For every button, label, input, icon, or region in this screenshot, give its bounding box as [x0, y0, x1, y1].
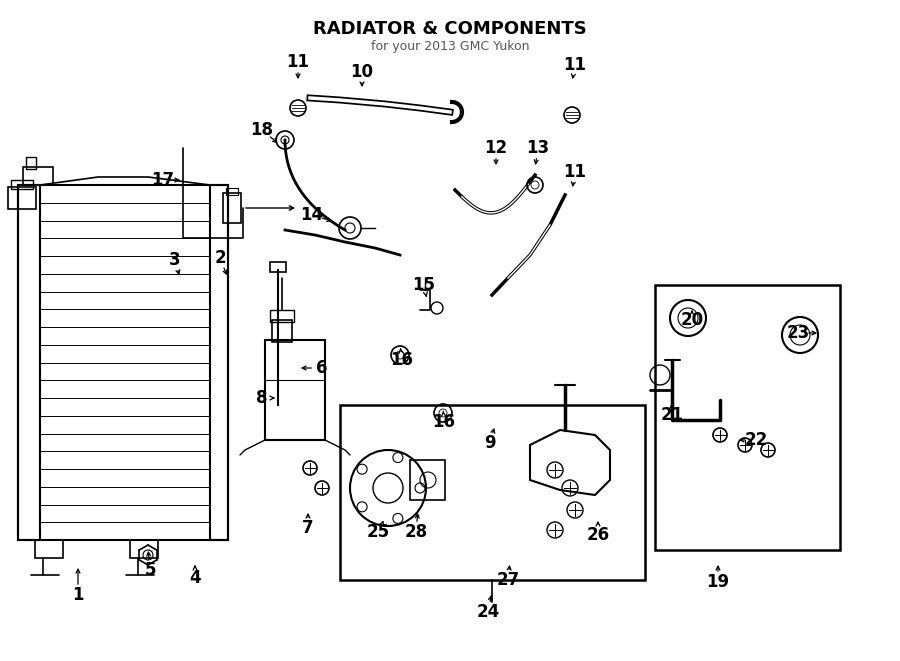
Text: 22: 22 [744, 431, 768, 449]
Text: 8: 8 [256, 389, 268, 407]
Text: 4: 4 [189, 569, 201, 587]
Bar [35, 540, 63, 558]
Text: 25: 25 [366, 523, 390, 541]
Text: 7: 7 [302, 519, 314, 537]
Text: 6: 6 [316, 359, 328, 377]
Text: 5: 5 [144, 561, 156, 579]
Bar [272, 320, 292, 342]
Bar [226, 188, 238, 195]
Text: 16: 16 [391, 351, 413, 369]
Text: 19: 19 [706, 573, 730, 591]
Text: 15: 15 [412, 276, 436, 294]
Bar [18, 185, 228, 540]
Text: 11: 11 [563, 163, 587, 181]
Text: 13: 13 [526, 139, 550, 157]
Text: 17: 17 [151, 171, 175, 189]
Text: 3: 3 [169, 251, 181, 269]
Text: 24: 24 [476, 603, 500, 621]
Text: 11: 11 [563, 56, 587, 74]
Text: 21: 21 [661, 406, 684, 424]
Text: 12: 12 [484, 139, 508, 157]
Text: 20: 20 [680, 311, 704, 329]
Bar [8, 187, 36, 209]
Text: 28: 28 [404, 523, 428, 541]
Bar [210, 185, 228, 540]
Bar [18, 185, 40, 540]
Text: 10: 10 [350, 63, 374, 81]
Text: RADIATOR & COMPONENTS: RADIATOR & COMPONENTS [313, 20, 587, 38]
Bar [130, 540, 158, 558]
Text: 18: 18 [250, 121, 274, 139]
Bar [23, 167, 53, 185]
Bar [270, 262, 286, 272]
Text: for your 2013 GMC Yukon: for your 2013 GMC Yukon [371, 40, 529, 53]
Text: 26: 26 [587, 526, 609, 544]
Text: 16: 16 [433, 413, 455, 431]
Bar [340, 405, 645, 580]
Bar [655, 285, 840, 550]
Text: 23: 23 [787, 324, 810, 342]
Text: 14: 14 [301, 206, 324, 224]
Text: 1: 1 [72, 586, 84, 604]
Text: 27: 27 [497, 571, 519, 589]
Bar [26, 157, 36, 169]
Text: 2: 2 [214, 249, 226, 267]
Bar [270, 310, 294, 322]
Bar [265, 340, 325, 440]
Bar [223, 193, 241, 223]
Bar [410, 460, 445, 500]
Text: 9: 9 [484, 434, 496, 452]
Text: 11: 11 [286, 53, 310, 71]
Bar [11, 180, 33, 189]
